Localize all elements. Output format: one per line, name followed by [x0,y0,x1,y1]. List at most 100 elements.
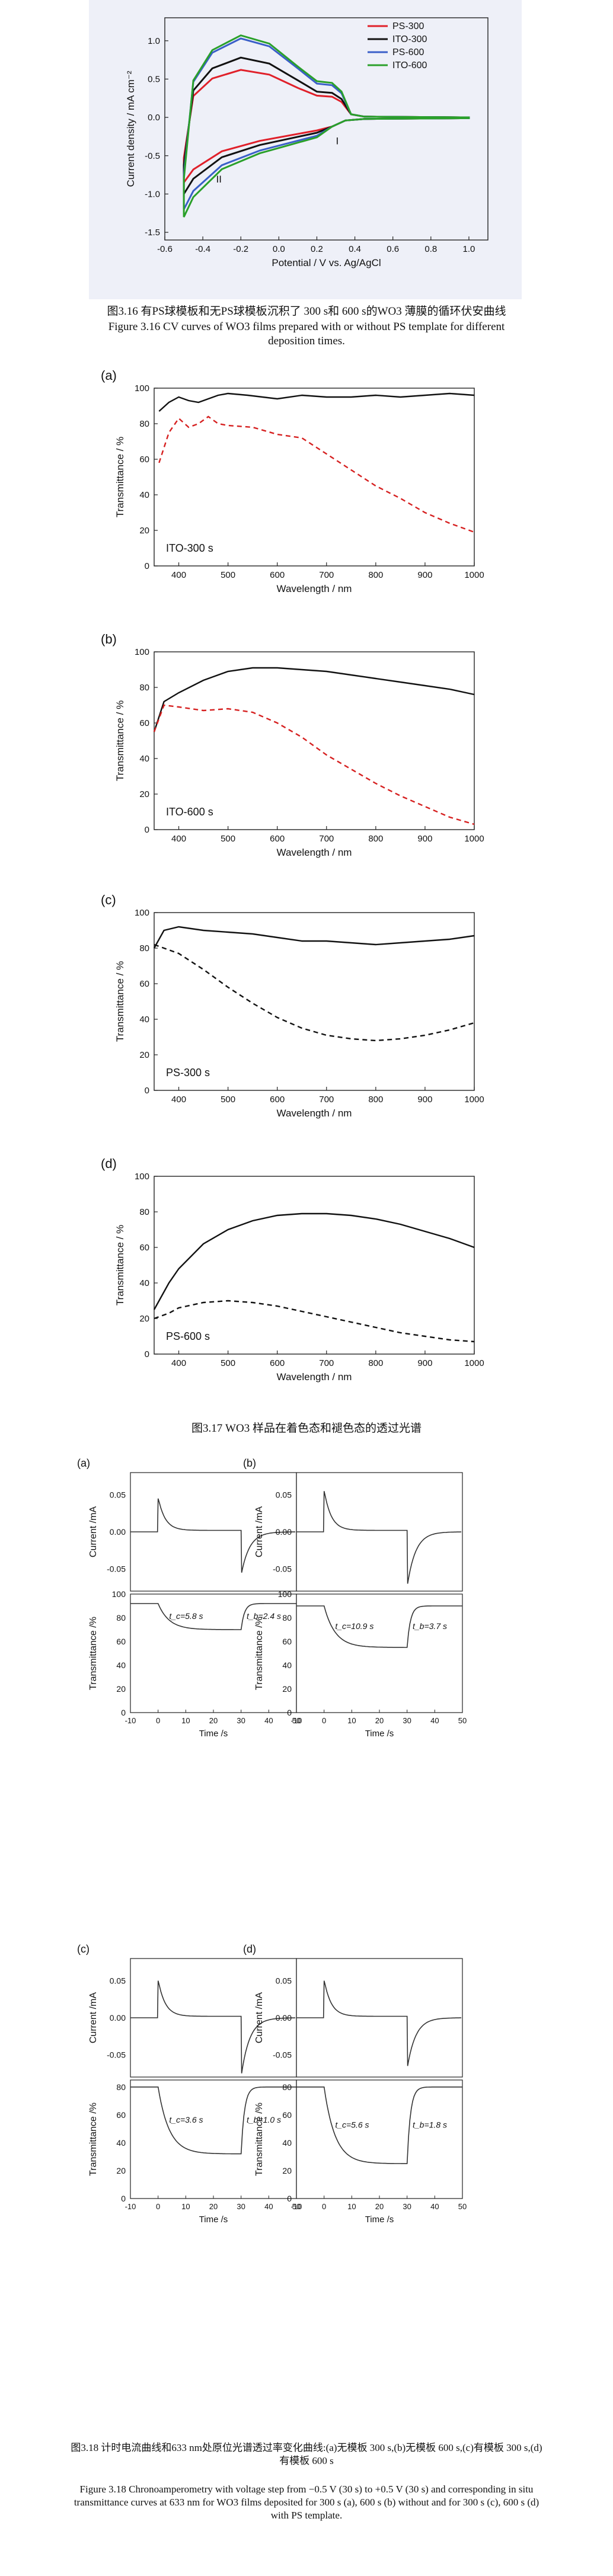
y-tick-label: -0.5 [145,151,160,161]
ca-current-ytick: 0.00 [110,2013,126,2023]
ca-trans-ytick: 100 [278,1589,292,1599]
x-tick-label: 900 [417,1095,432,1105]
y-tick-label: 0.0 [148,113,160,123]
ca-xtick-label: 0 [156,1716,160,1725]
ca-xtick-label: -10 [125,1716,136,1725]
ca-trans-ytick: 80 [116,2082,126,2092]
figure-3-16-caption-en: Figure 3.16 CV curves of WO3 films prepa… [108,321,505,347]
x-tick-label: 400 [171,570,186,580]
ca-xtick-label: 10 [181,1716,190,1725]
y-tick-label: 60 [139,1243,149,1253]
ca-current-ytick: 0.00 [276,1527,292,1537]
transmittance-chart-c: 400 500 600 700 800 900 1000 0 20 40 60 80 100 Wavele… [101,892,484,1119]
figure-3-17-caption-cn: 图3.17 WO3 样品在着色态和褪色态的透过光谱 [191,1422,422,1435]
y-tick-label: -1.5 [145,228,160,238]
inner-label: ITO-600 s [166,806,213,818]
x-tick-label: 800 [368,1095,383,1105]
ca-trans-ytick: 40 [282,1660,292,1670]
ca-current-ytick: 0.05 [110,1490,126,1500]
ca-trans-ylabel: Transmittance /% [88,1617,98,1690]
ca-xtick-label: 40 [430,1716,439,1725]
ca-xtick-label: -10 [125,2202,136,2211]
x-tick-label: 700 [319,1358,334,1368]
ca-xtick-label: 50 [458,1716,467,1725]
plot-frame [154,651,475,830]
annotation-ii: II [216,174,222,185]
ca-xtick-label: 20 [209,1716,218,1725]
panel-label: (d) [101,1156,117,1171]
transmittance-chart-d: 400 500 600 700 800 900 1000 0 20 40 60 80 100 Wavele… [101,1156,484,1383]
transmittance-series-dashed [158,415,475,533]
ca-trans-ytick: 20 [116,1684,126,1694]
x-tick-label: 0.8 [424,244,437,254]
x-tick-label: 800 [368,1358,383,1368]
ca-trans-ytick: 60 [282,2110,292,2120]
y-tick-label: 0 [145,1086,149,1096]
legend-label: ITO-300 [392,34,427,44]
inner-label: PS-300 s [166,1067,210,1079]
ca-xtick-label: -10 [291,1716,302,1725]
cv-series-ps-300 [183,69,470,185]
y-tick-label: 60 [139,979,149,989]
x-axis-label: Wavelength / nm [277,847,352,858]
x-axis-label: Wavelength / nm [277,1108,352,1119]
x-tick-label: 500 [221,570,235,580]
ca-trans-ylabel: Transmittance /% [254,2103,264,2176]
ca-trans-ytick: 20 [282,1684,292,1694]
x-tick-label: -0.2 [233,244,248,254]
ca-trans-curve [296,2087,462,2164]
ca-xtick-label: 40 [430,2202,439,2211]
ca-trans-ytick: 60 [116,1637,126,1646]
y-tick-label: 40 [139,1015,149,1025]
y-tick-label: 100 [135,647,149,657]
figure-3-16-caption-cn: 图3.16 有PS球模板和无PS球模板沉积了 300 s和 600 s的WO3 … [107,305,506,318]
ca-trans-ytick: 40 [116,2138,126,2148]
x-tick-label: 1000 [464,1358,484,1368]
y-tick-label: 60 [139,718,149,728]
ca-trans-ylabel: Transmittance /% [88,2103,98,2176]
ca-tc-label: t_c=3.6 s [169,2115,203,2124]
x-tick-label: 800 [368,834,383,844]
y-tick-label: 80 [139,1207,149,1217]
x-tick-label: 900 [417,1358,432,1368]
ca-trans-ytick: 20 [282,2166,292,2175]
plot-frame [164,17,489,241]
ca-trans-ytick: 0 [121,1708,126,1717]
ca-current-curve [296,1491,462,1584]
transmittance-series-solid [158,392,475,412]
ca-current-ylabel: Current /mA [254,1992,264,2044]
cv-chart-panel: -0.6 -0.4 -0.2 0.0 0.2 0.4 0.6 0.8 1.0 -1.5 -1.0 -0… [89,0,522,299]
ca-tc-label: t_c=5.6 s [335,2120,369,2129]
ca-panel-label: (c) [77,1943,90,1955]
figure-3-18-caption-cn: 图3.18 计时电流曲线和633 nm处原位光谱透过率变化曲线:(a)无模板 3… [71,2442,542,2466]
y-tick-label: 0 [145,561,149,571]
ca-tb-label: t_b=2.4 s [247,1611,281,1621]
ca-xlabel: Time /s [199,2215,228,2225]
panel-label: (c) [101,892,116,907]
x-tick-label: 900 [417,834,432,844]
x-tick-label: 900 [417,570,432,580]
plot-frame [154,388,475,567]
x-tick-label: 400 [171,1095,186,1105]
ca-trans-frame [130,2079,297,2199]
y-axis-label: Transmittance / % [114,1225,126,1305]
y-tick-label: 20 [139,1314,149,1324]
ca-trans-ytick: 80 [282,1613,292,1623]
ca-tc-label: t_c=5.8 s [169,1611,203,1621]
x-tick-label: 800 [368,570,383,580]
x-tick-label: 400 [171,1358,186,1368]
ca-xtick-label: 20 [209,2202,218,2211]
transmittance-series-solid [153,667,475,732]
ca-xtick-label: 40 [264,2202,273,2211]
ca-trans-ytick: 0 [121,2194,126,2203]
y-axis-label: Transmittance / % [114,437,126,517]
ca-current-ytick: -0.05 [273,1564,292,1574]
annotation-i: I [336,135,339,146]
ca-current-ytick: 0.05 [110,1976,126,1986]
y-tick-label: 1.0 [148,36,160,46]
ca-trans-curve [130,1603,296,1630]
ca-current-curve [296,1980,462,2066]
transmittance-panel-a: 400 500 600 700 800 900 1000 0 20 40 60 80 100 Wavele… [89,359,492,622]
x-tick-label: 0.2 [311,244,323,254]
x-tick-label: 700 [319,834,334,844]
